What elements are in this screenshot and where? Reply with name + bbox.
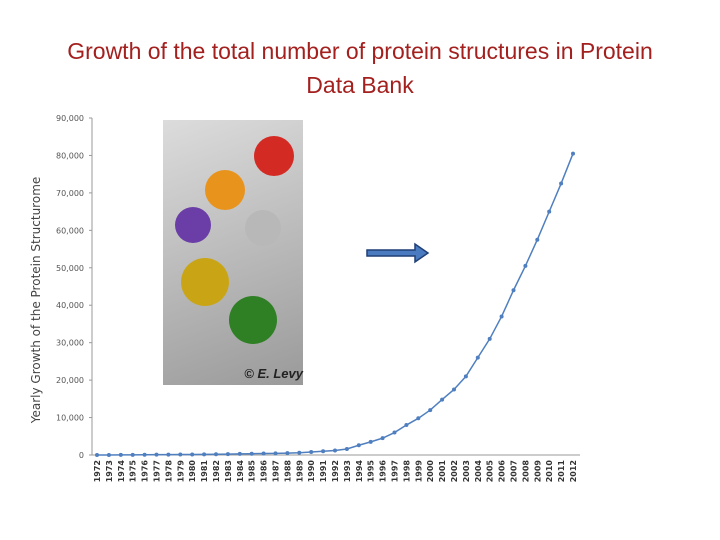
x-tick-label: 1988 <box>283 460 292 483</box>
data-point <box>452 387 456 392</box>
image-caption: © E. Levy <box>244 366 303 381</box>
data-point <box>95 452 99 457</box>
data-point <box>202 452 207 457</box>
x-tick-label: 2011 <box>557 460 566 483</box>
x-tick-label: 1986 <box>260 460 269 483</box>
x-tick-label: 1978 <box>164 460 173 483</box>
x-tick-label: 2000 <box>426 460 435 483</box>
x-tick-label: 1984 <box>236 460 245 483</box>
data-point <box>333 448 337 453</box>
x-tick-label: 1991 <box>319 460 328 483</box>
data-point <box>499 314 504 319</box>
x-tick-label: 1990 <box>307 460 316 483</box>
x-tick-label: 1989 <box>295 460 304 483</box>
x-tick-label: 1977 <box>153 460 162 482</box>
data-point <box>368 439 373 444</box>
data-point <box>571 151 575 156</box>
x-tick-label: 1979 <box>176 460 185 483</box>
x-tick-label: 1972 <box>93 460 102 482</box>
data-point <box>118 452 123 457</box>
y-tick-label: 20,000 <box>56 376 84 385</box>
x-tick-label: 2001 <box>438 460 447 483</box>
data-point <box>130 452 135 457</box>
x-tick-label: 1975 <box>129 460 138 483</box>
y-tick-label: 0 <box>79 451 84 460</box>
x-tick-label: 2012 <box>569 460 578 482</box>
data-point <box>535 237 540 242</box>
x-tick-label: 1994 <box>355 460 364 483</box>
x-tick-label: 2010 <box>545 460 554 483</box>
x-tick-label: 1995 <box>367 460 376 483</box>
x-tick-label: 1983 <box>224 460 233 482</box>
data-point <box>309 450 314 455</box>
y-tick-label: 10,000 <box>56 414 84 423</box>
x-tick-label: 2006 <box>498 460 507 483</box>
x-tick-label: 2002 <box>450 460 459 482</box>
data-point <box>321 449 326 454</box>
x-tick-label: 1993 <box>343 460 352 482</box>
data-point <box>249 451 254 456</box>
x-tick-label: 1996 <box>379 460 388 483</box>
y-axis-label: Yearly Growth of the Protein Structurome <box>29 177 43 425</box>
data-point <box>428 408 433 413</box>
y-tick-label: 60,000 <box>56 226 84 235</box>
data-point <box>380 436 385 441</box>
data-point <box>523 263 528 268</box>
x-tick-label: 1992 <box>331 460 340 482</box>
x-tick-label: 2004 <box>474 460 483 483</box>
y-tick-label: 40,000 <box>56 301 84 310</box>
x-tick-label: 1980 <box>188 460 197 483</box>
data-point <box>106 452 111 457</box>
data-point <box>178 452 183 457</box>
y-tick-label: 80,000 <box>56 151 84 160</box>
x-tick-label: 1985 <box>248 460 257 483</box>
data-point <box>463 374 468 379</box>
data-point <box>440 397 445 402</box>
data-point <box>142 452 147 457</box>
x-tick-label: 2008 <box>521 460 530 483</box>
data-point <box>356 443 361 448</box>
protein-image <box>163 120 303 385</box>
data-point <box>273 451 278 456</box>
x-tick-label: 1997 <box>391 460 400 482</box>
x-tick-label: 2009 <box>533 460 542 483</box>
x-tick-label: 1982 <box>212 460 221 482</box>
x-tick-label: 1974 <box>117 460 126 483</box>
data-point <box>547 209 552 214</box>
x-tick-label: 2005 <box>486 460 495 483</box>
data-point <box>475 355 480 360</box>
data-point <box>190 452 195 457</box>
y-tick-label: 30,000 <box>56 339 84 348</box>
data-point <box>559 181 564 186</box>
chart-title: Growth of the total number of protein st… <box>67 38 653 98</box>
data-point <box>344 447 349 452</box>
data-point <box>297 450 302 455</box>
x-tick-label: 1998 <box>402 460 411 483</box>
data-point <box>154 452 159 457</box>
y-tick-label: 70,000 <box>56 189 84 198</box>
data-point <box>214 452 218 457</box>
x-tick-label: 1973 <box>105 460 114 482</box>
x-tick-label: 1976 <box>141 460 150 483</box>
x-tick-label: 1999 <box>414 460 423 483</box>
data-point <box>166 452 171 457</box>
data-point <box>511 288 516 293</box>
x-tick-label: 1981 <box>200 460 209 483</box>
y-tick-label: 90,000 <box>56 114 84 123</box>
data-point <box>237 451 242 456</box>
protein-illustration <box>175 136 294 344</box>
data-point <box>225 452 230 457</box>
x-tick-label: 1987 <box>272 460 281 482</box>
y-tick-label: 50,000 <box>56 264 84 273</box>
x-tick-label: 2003 <box>462 460 471 482</box>
data-point <box>404 423 409 428</box>
data-point <box>487 336 492 341</box>
data-point <box>261 451 266 456</box>
x-tick-label: 2007 <box>510 460 519 482</box>
data-point <box>392 430 397 435</box>
data-point <box>416 416 421 421</box>
data-point <box>285 451 290 456</box>
